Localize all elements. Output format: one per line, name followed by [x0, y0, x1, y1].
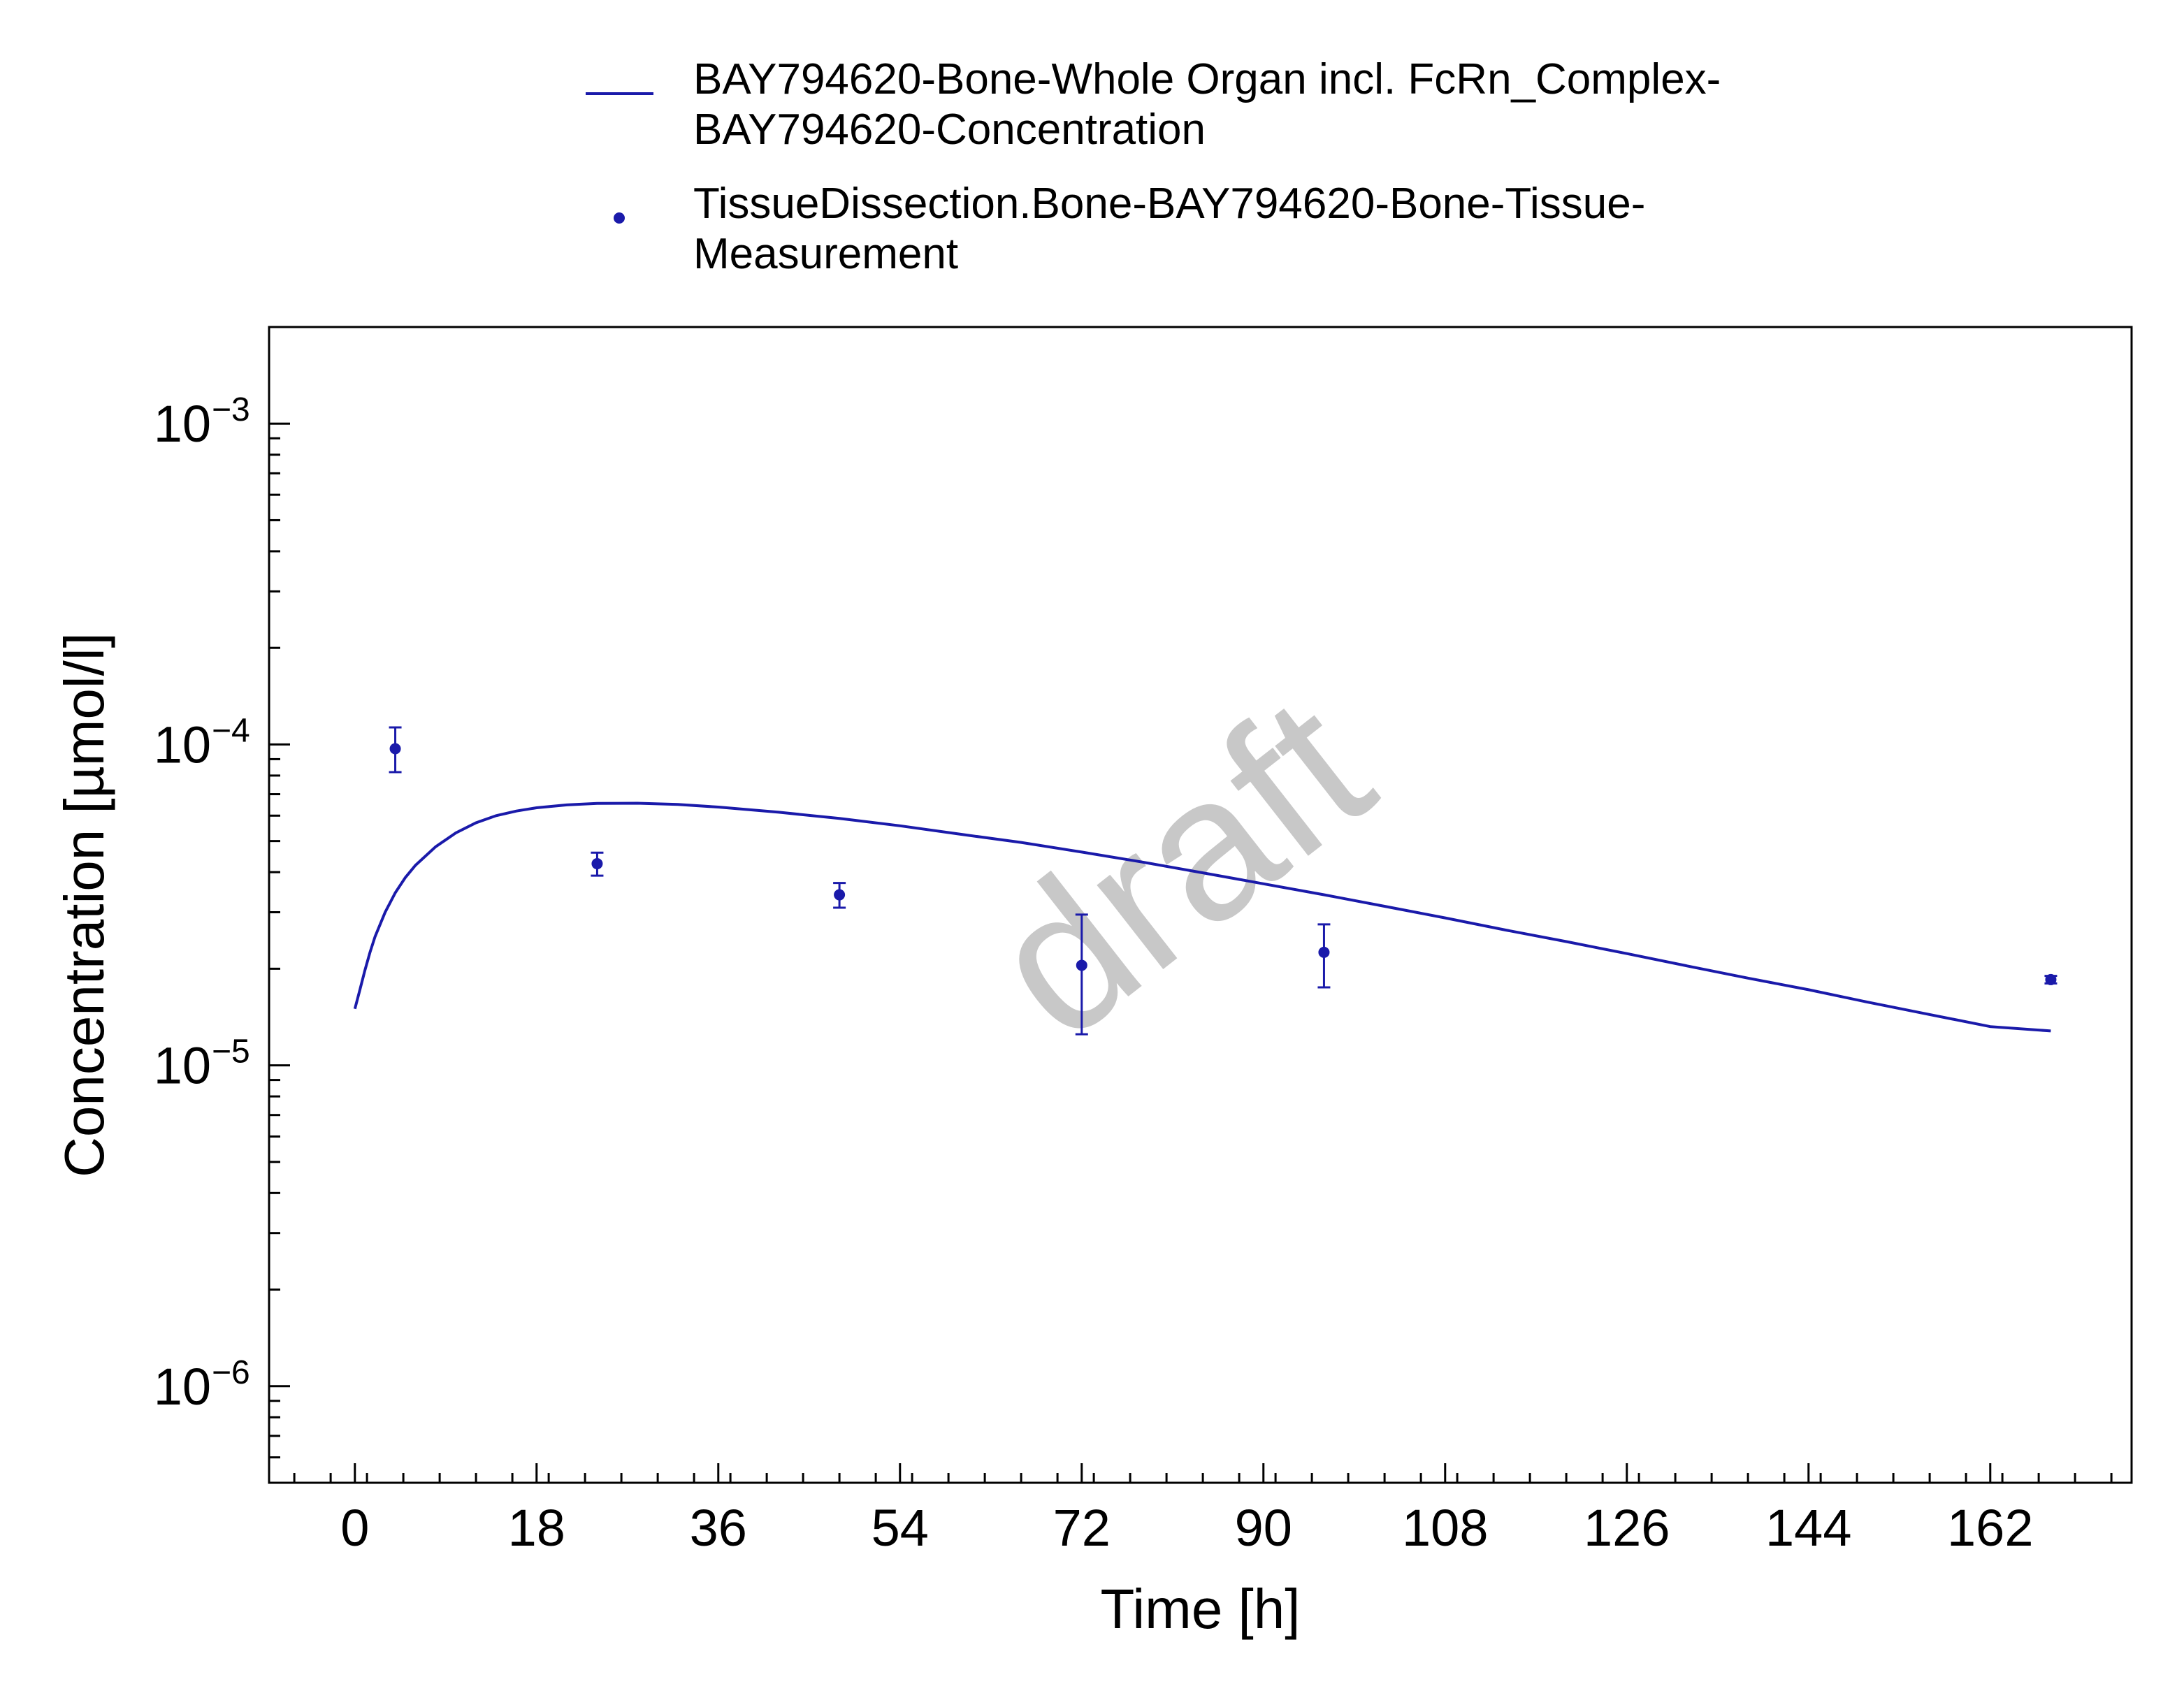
legend-entry: BAY794620-Bone-Whole Organ incl. FcRn_Co… [586, 55, 1721, 154]
measurement-point-group [2044, 973, 2058, 985]
y-tick-label: 10 [154, 1037, 211, 1095]
legend-point-marker [614, 212, 625, 224]
series-layer [353, 726, 2058, 1036]
measurement-point-group [389, 726, 402, 774]
watermark-text: draft [950, 653, 1410, 1081]
x-tick-label: 90 [1235, 1499, 1292, 1557]
x-tick-label: 108 [1402, 1499, 1488, 1557]
y-tick-label: 10 [154, 395, 211, 453]
measurement-point-group [1075, 913, 1088, 1036]
x-tick-label: 72 [1053, 1499, 1111, 1557]
y-tick-exponent: −5 [212, 1033, 250, 1071]
x-axis: 0 18 36 54 72 90 108 126 144 162 [293, 1463, 2113, 1557]
measurement-point [1076, 959, 1087, 971]
legend-label: Measurement [693, 230, 958, 278]
measurement-point [389, 743, 401, 755]
measurement-point [834, 889, 846, 901]
y-tick-label: 10 [154, 1358, 211, 1416]
y-tick-label: 10 [154, 716, 211, 774]
y-axis-title: Concentration [µmol/l] [53, 632, 115, 1177]
measurement-point-group [591, 851, 604, 877]
measurement-point-group [833, 882, 846, 909]
x-axis-title: Time [h] [1101, 1578, 1301, 1640]
legend-label: BAY794620-Bone-Whole Organ incl. FcRn_Co… [693, 55, 1721, 103]
x-tick-label: 18 [508, 1499, 565, 1557]
legend-entry: TissueDissection.Bone-BAY794620-Bone-Tis… [614, 180, 1645, 278]
y-tick-exponent: −4 [212, 712, 250, 749]
x-tick-label: 126 [1584, 1499, 1670, 1557]
legend: BAY794620-Bone-Whole Organ incl. FcRn_Co… [586, 55, 1721, 278]
x-tick-label: 54 [872, 1499, 929, 1557]
y-tick-exponent: −3 [212, 391, 250, 428]
x-tick-label: 0 [340, 1499, 369, 1557]
plot-area-frame [268, 326, 2133, 1484]
y-axis: 10−610−510−410−3 [154, 326, 290, 1484]
measurement-point [2045, 973, 2057, 985]
x-tick-label: 162 [1947, 1499, 2033, 1557]
measurement-point-group [1317, 923, 1331, 989]
simulation-line [353, 801, 2051, 1033]
x-tick-label: 144 [1765, 1499, 1851, 1557]
legend-label: TissueDissection.Bone-BAY794620-Bone-Tis… [693, 180, 1645, 228]
x-tick-label: 36 [690, 1499, 747, 1557]
y-tick-exponent: −6 [212, 1354, 250, 1391]
measurement-point [591, 858, 603, 870]
legend-label: BAY794620-Concentration [693, 106, 1206, 154]
measurement-point [1318, 946, 1330, 958]
